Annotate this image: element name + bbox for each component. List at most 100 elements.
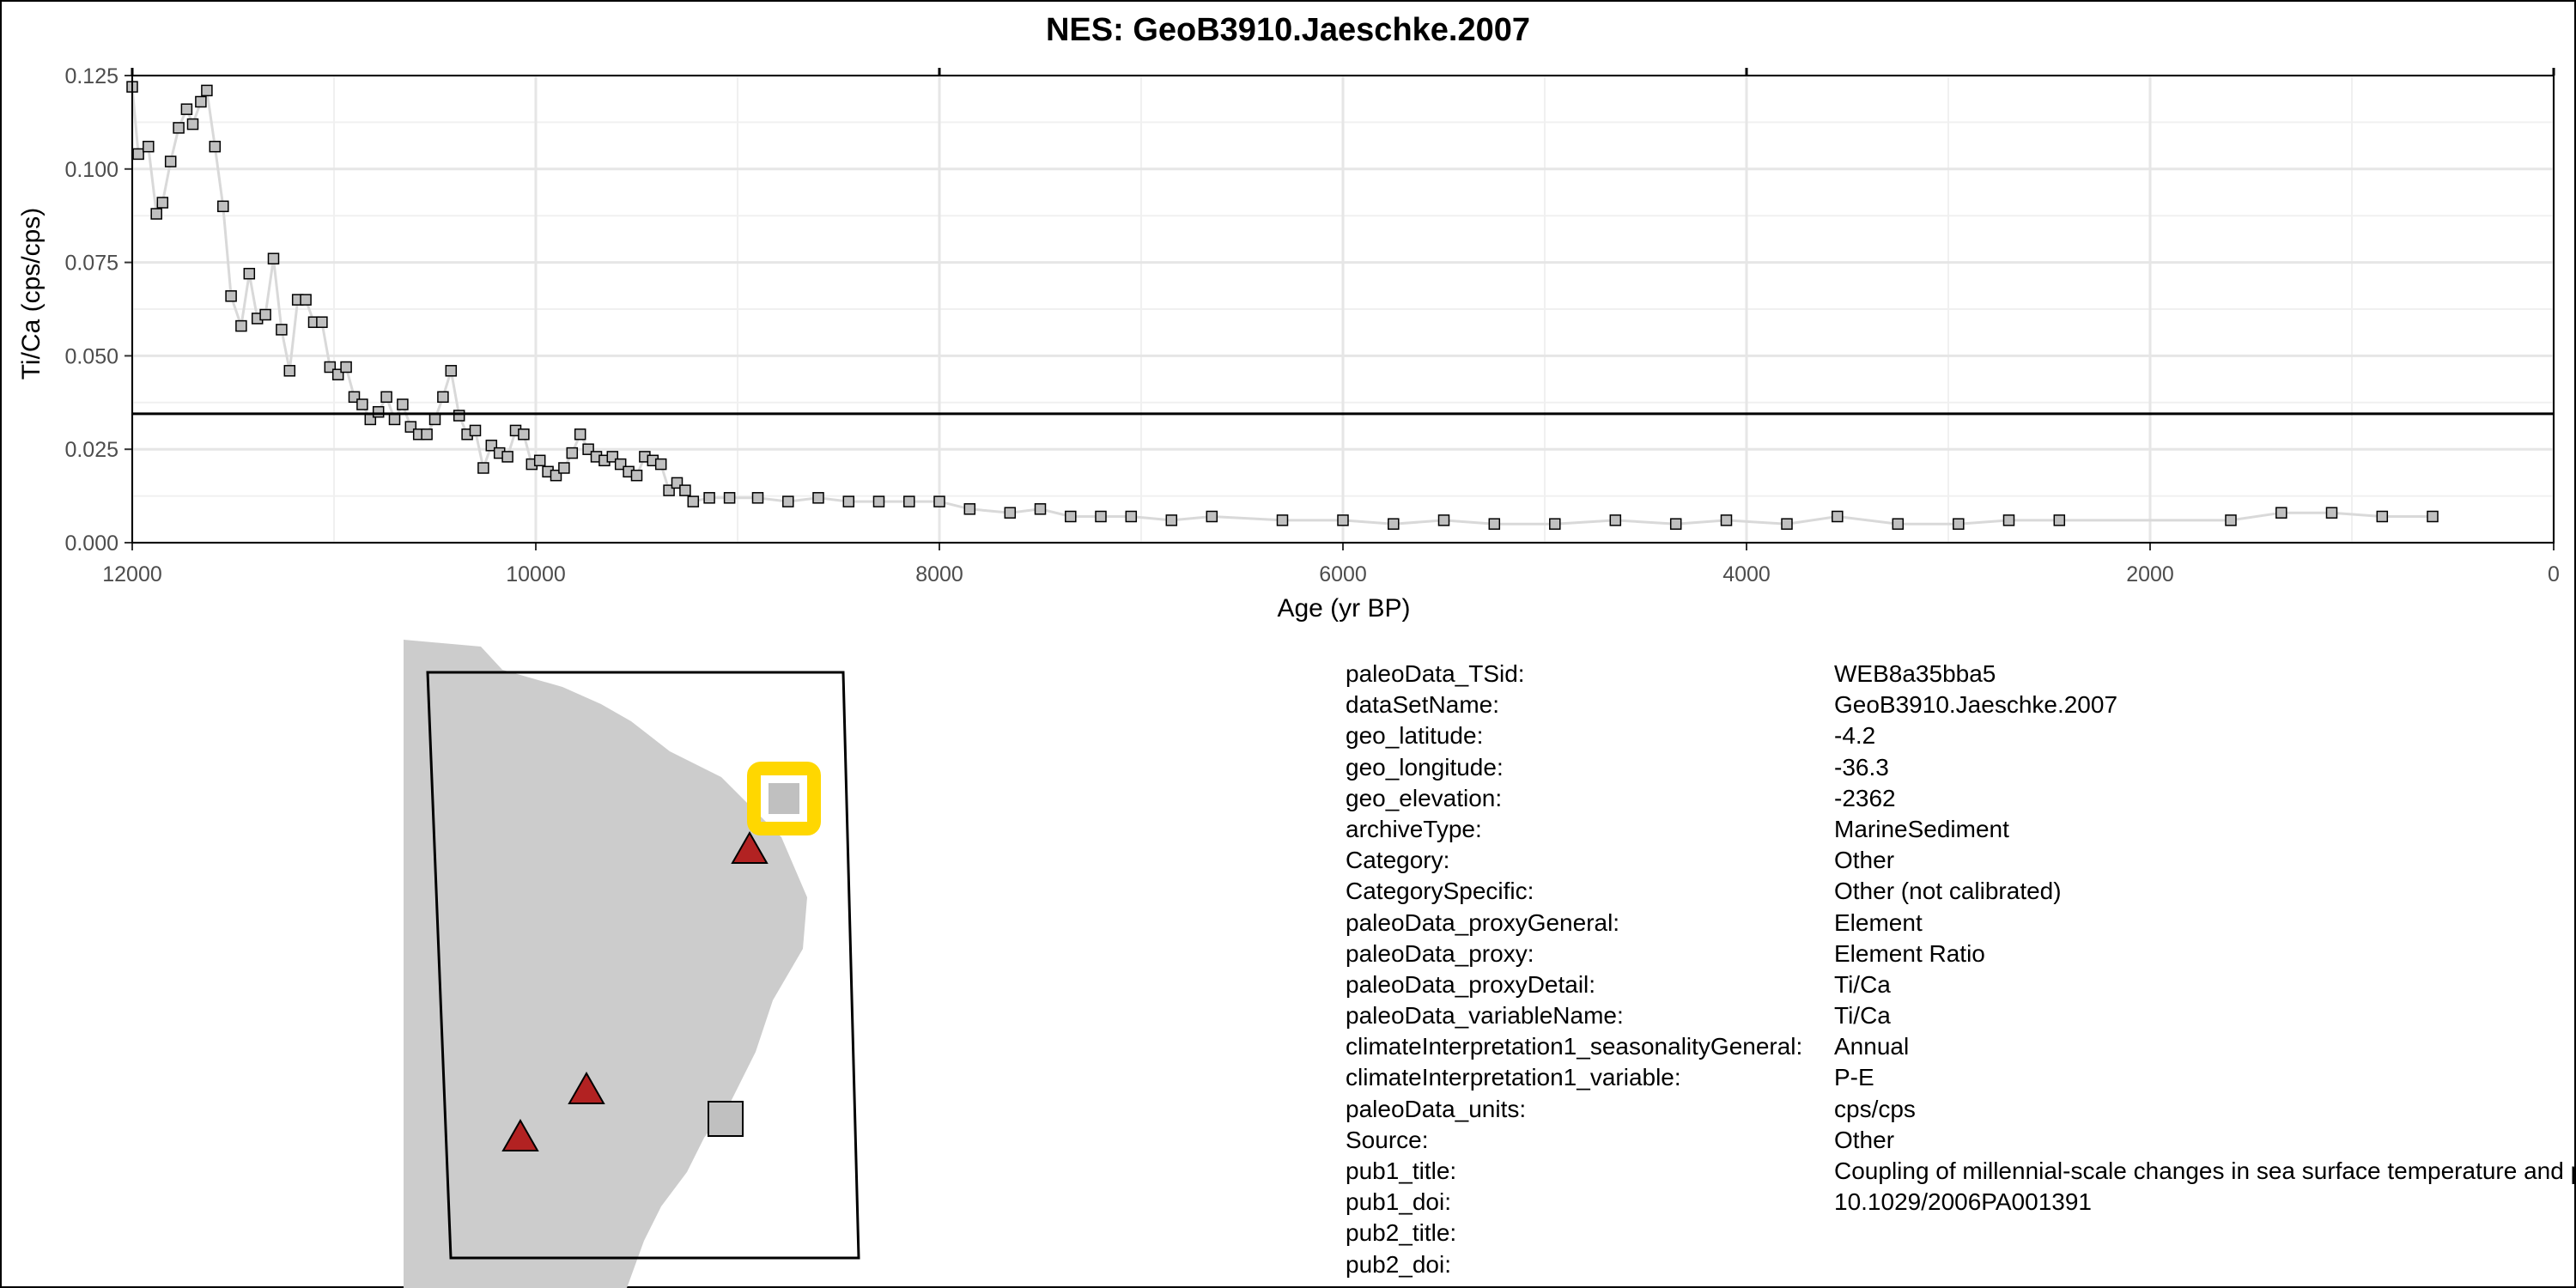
data-point xyxy=(1549,518,1561,530)
data-point xyxy=(1953,518,1965,530)
x-tick-label: 10000 xyxy=(506,562,566,586)
data-point xyxy=(1488,518,1501,530)
x-tick-label: 6000 xyxy=(1319,562,1367,586)
data-point xyxy=(300,294,312,306)
data-point xyxy=(428,413,441,426)
metadata-row: paleoData_proxyDetail: Ti/Ca xyxy=(1346,969,2576,1000)
data-point xyxy=(421,428,433,440)
data-point xyxy=(654,458,667,471)
data-point xyxy=(1892,518,1905,530)
metadata-value: Ti/Ca xyxy=(1834,1002,1891,1030)
data-point xyxy=(340,361,352,374)
data-point xyxy=(963,503,976,515)
data-point xyxy=(209,140,222,153)
land-mass xyxy=(404,640,807,1288)
data-point xyxy=(173,122,185,134)
metadata-row: pub1_doi: 10.1029/2006PA001391 xyxy=(1346,1187,2576,1218)
metadata-key: paleoData_TSid: xyxy=(1346,660,1525,687)
data-point xyxy=(518,428,530,440)
y-tick-label: 0.100 xyxy=(64,158,118,182)
data-point xyxy=(872,495,885,507)
metadata-row: paleoData_TSid: WEB8a35bba5 xyxy=(1346,659,2576,690)
metadata-value: Ti/Ca xyxy=(1834,970,1891,998)
metadata-value: Element Ratio xyxy=(1834,939,1985,967)
x-tick-label: 2000 xyxy=(2126,562,2174,586)
y-tick-label: 0.000 xyxy=(64,532,118,556)
metadata-key: pub2_doi: xyxy=(1346,1250,1452,1278)
data-point xyxy=(1781,518,1793,530)
data-point xyxy=(679,484,691,496)
site-marker-3 xyxy=(501,1118,539,1151)
data-point xyxy=(143,140,155,153)
metadata-row: paleoData_proxy: Element Ratio xyxy=(1346,939,2576,969)
y-tick-label: 0.075 xyxy=(64,252,118,276)
metadata-value: Other xyxy=(1834,847,1895,874)
metadata-row: Category: Other xyxy=(1346,845,2576,876)
data-point xyxy=(2225,514,2237,526)
x-tick-label: 12000 xyxy=(102,562,162,586)
data-point xyxy=(437,391,449,404)
time-series-chart: 0.000 0.025 0.050 0.075 0.100 0.125 12000 10000… xyxy=(17,64,2560,623)
map-frame xyxy=(426,671,860,1260)
data-point xyxy=(574,428,586,440)
data-point xyxy=(469,424,482,437)
target-site-highlight xyxy=(747,762,821,835)
data-point xyxy=(164,155,177,167)
metadata-value: WEB8a35bba5 xyxy=(1834,660,1996,687)
data-point xyxy=(1720,514,1733,526)
data-point xyxy=(812,492,824,504)
data-point xyxy=(276,324,288,336)
data-point xyxy=(235,319,247,332)
metadata-value: 10.1029/2006PA001391 xyxy=(1834,1188,2092,1216)
data-point xyxy=(1206,510,1218,523)
metadata-row: climateInterpretation1_seasonalityGenera… xyxy=(1346,1031,2576,1062)
metadata-row: paleoData_variableName: Ti/Ca xyxy=(1346,1000,2576,1031)
data-point xyxy=(1437,514,1450,526)
data-point xyxy=(1609,514,1622,526)
data-points-layer xyxy=(126,81,2439,530)
metadata-value: Element xyxy=(1834,908,1923,936)
data-point xyxy=(1165,514,1178,526)
data-point xyxy=(195,95,207,108)
data-point xyxy=(259,308,271,321)
metadata-key: paleoData_units: xyxy=(1346,1095,1527,1122)
data-point xyxy=(1004,507,1017,519)
data-point xyxy=(2053,514,2066,526)
data-point xyxy=(2325,507,2338,519)
data-point xyxy=(1388,518,1400,530)
data-point xyxy=(501,451,513,463)
metadata-value: P-E xyxy=(1834,1064,1874,1091)
series-line xyxy=(131,86,2433,526)
metadata-key: CategorySpecific: xyxy=(1346,878,1534,905)
data-point xyxy=(150,208,162,220)
data-point xyxy=(703,492,715,504)
data-point xyxy=(477,462,489,474)
x-tick-label: 4000 xyxy=(1722,562,1771,586)
data-point xyxy=(2275,507,2287,519)
data-point xyxy=(558,462,570,474)
data-point xyxy=(1125,510,1138,523)
metadata-key: pub1_doi: xyxy=(1346,1188,1452,1216)
target-site-marker xyxy=(769,783,799,814)
data-point xyxy=(1337,514,1349,526)
data-point xyxy=(267,252,280,264)
data-point xyxy=(1034,503,1047,515)
data-point xyxy=(630,469,643,482)
metadata-key: paleoData_proxy: xyxy=(1346,939,1534,967)
metadata-row: pub1_title: Coupling of millennial-scale … xyxy=(1346,1156,2576,1187)
data-point xyxy=(723,492,736,504)
metadata-table: paleoData_TSid: WEB8a35bba5 dataSetName: Ge… xyxy=(1346,659,2576,1280)
site-marker-1 xyxy=(731,830,769,864)
data-point xyxy=(388,413,401,426)
metadata-row: paleoData_proxyGeneral: Element xyxy=(1346,908,2576,939)
y-tick-label: 0.125 xyxy=(64,64,118,88)
data-point xyxy=(751,492,764,504)
data-point xyxy=(1669,518,1682,530)
metadata-row: climateInterpretation1_variable: P-E xyxy=(1346,1062,2576,1093)
data-point xyxy=(566,447,579,459)
site-map xyxy=(404,640,860,1288)
metadata-key: dataSetName: xyxy=(1346,691,1499,719)
data-point xyxy=(1065,510,1077,523)
data-point xyxy=(933,495,945,507)
